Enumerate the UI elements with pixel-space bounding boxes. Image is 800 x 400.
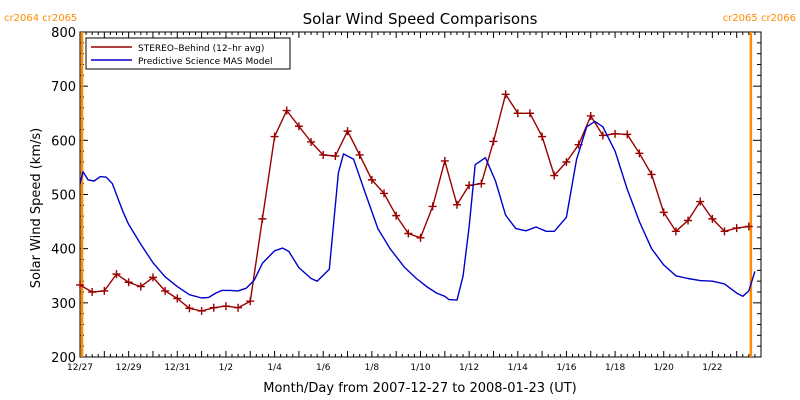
data-point-marker	[659, 208, 668, 217]
data-point-marker	[538, 132, 547, 141]
x-tick-label: 1/20	[654, 363, 674, 373]
data-point-marker	[732, 224, 741, 233]
carrington-marker-label: cr2064 cr2065	[4, 13, 77, 24]
data-point-marker	[380, 189, 389, 198]
data-point-marker	[550, 171, 559, 180]
data-point-marker	[489, 137, 498, 146]
data-point-marker	[586, 111, 595, 120]
legend: STEREO–Behind (12–hr avg) Predictive Sci…	[85, 37, 291, 70]
data-point-marker	[209, 303, 218, 312]
data-point-marker	[161, 286, 170, 295]
data-point-marker	[343, 127, 352, 136]
y-tick-label: 400	[51, 243, 76, 258]
data-point-marker	[88, 288, 97, 296]
data-point-marker	[452, 200, 461, 209]
data-point-marker	[234, 303, 243, 312]
data-point-marker	[173, 294, 182, 303]
y-tick-label: 300	[51, 297, 76, 312]
data-point-marker	[221, 302, 230, 311]
x-tick-label: 12/27	[67, 363, 93, 373]
data-point-marker	[294, 122, 303, 131]
x-tick-label: 12/31	[164, 363, 190, 373]
plot-frame	[79, 31, 762, 358]
data-point-marker	[148, 273, 157, 282]
data-point-marker	[331, 152, 340, 161]
y-axis-label: Solar Wind Speed (km/s)	[29, 128, 44, 288]
data-point-marker	[671, 227, 680, 236]
y-tick-label: 200	[51, 351, 76, 366]
series-line-stereo	[79, 93, 749, 312]
y-tick-label: 700	[51, 80, 76, 95]
legend-label-mas: Predictive Science MAS Model	[138, 57, 273, 67]
data-point-marker	[696, 197, 705, 206]
data-point-marker	[197, 306, 206, 315]
data-point-marker	[501, 90, 510, 99]
chart-title: Solar Wind Speed Comparisons	[303, 10, 538, 28]
data-point-marker	[185, 304, 194, 313]
x-tick-label: 1/6	[316, 363, 331, 373]
data-point-marker	[319, 150, 328, 159]
y-tick-label: 800	[51, 26, 76, 41]
data-point-marker	[392, 211, 401, 220]
x-tick-label: 1/10	[410, 363, 430, 373]
series-line-mas	[79, 120, 756, 301]
carrington-marker-label: cr2065 cr2066	[723, 13, 796, 24]
data-point-marker	[76, 280, 84, 289]
data-point-marker	[513, 109, 522, 118]
data-point-marker	[477, 179, 486, 188]
data-point-marker	[246, 297, 255, 306]
x-ticks: 12/27 12/29 12/31 1/2 1/4 1/6 1/8 1/10 1/12 1/14 1…	[67, 32, 762, 373]
carrington-markers: cr2064 cr2065 cr2065 cr2066	[4, 13, 796, 357]
data-point-marker	[270, 132, 279, 141]
x-tick-label: 1/8	[365, 363, 380, 373]
data-point-marker	[367, 175, 376, 184]
plot-area	[76, 90, 756, 315]
data-point-marker	[611, 129, 620, 138]
data-point-marker	[708, 214, 717, 223]
data-point-marker	[647, 170, 656, 179]
y-tick-label: 600	[51, 134, 76, 149]
data-point-marker	[100, 286, 109, 295]
data-point-marker	[440, 156, 449, 165]
data-point-marker	[355, 150, 364, 159]
data-point-marker	[598, 131, 607, 140]
data-point-marker	[684, 216, 693, 225]
data-point-marker	[623, 130, 632, 139]
x-tick-label: 1/16	[556, 363, 576, 373]
y-ticks: 200 300 400 500 600 700 800	[51, 26, 761, 366]
x-tick-label: 1/18	[605, 363, 625, 373]
data-point-marker	[404, 229, 413, 238]
axes	[79, 31, 762, 358]
data-point-marker	[136, 282, 145, 291]
data-point-marker	[525, 109, 534, 118]
data-point-marker	[282, 106, 291, 115]
data-point-marker	[635, 149, 644, 158]
data-point-marker	[562, 158, 571, 166]
x-tick-label: 1/2	[219, 363, 233, 373]
x-tick-label: 1/14	[508, 363, 528, 373]
data-point-marker	[124, 278, 133, 287]
data-point-marker	[258, 214, 267, 223]
x-tick-label: 12/29	[116, 363, 142, 373]
data-point-marker	[428, 202, 437, 211]
legend-label-stereo: STEREO–Behind (12–hr avg)	[138, 44, 264, 54]
x-axis-label: Month/Day from 2007-12-27 to 2008-01-23 …	[263, 381, 576, 396]
x-tick-label: 1/12	[459, 363, 479, 373]
data-point-marker	[465, 181, 474, 190]
data-point-marker	[416, 233, 425, 242]
data-point-marker	[112, 270, 121, 279]
y-tick-label: 500	[51, 189, 76, 204]
data-point-marker	[307, 137, 316, 146]
x-tick-label: 1/22	[702, 363, 722, 373]
legend-box	[85, 37, 291, 70]
x-tick-label: 1/4	[267, 363, 282, 373]
data-point-marker	[744, 222, 753, 231]
data-point-marker	[720, 227, 729, 236]
